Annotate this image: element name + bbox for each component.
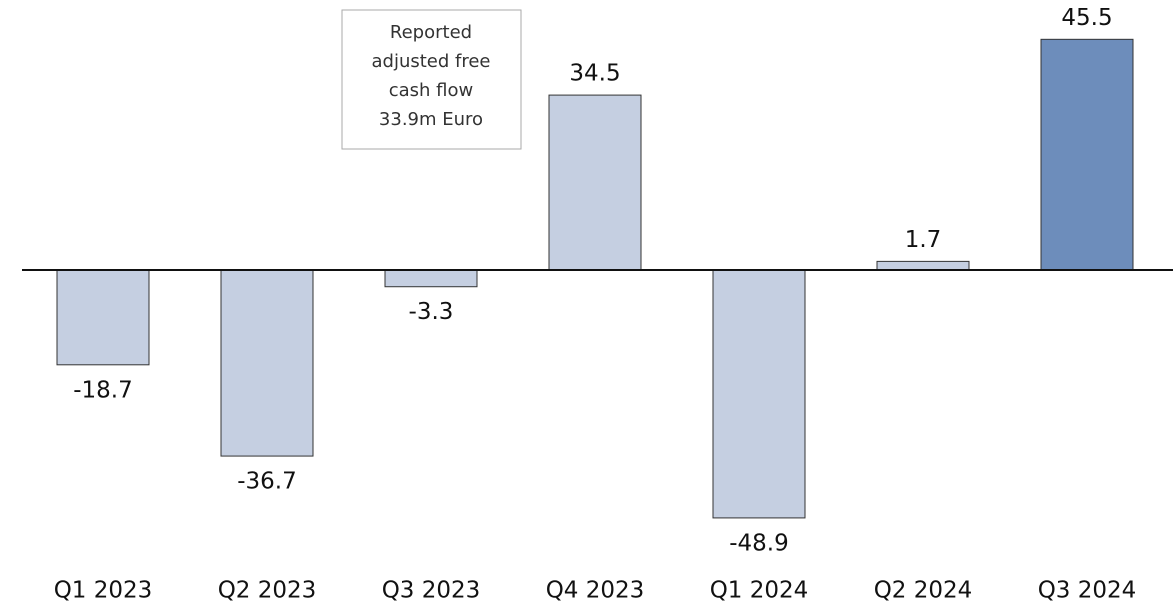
value-label: -48.9 (729, 530, 789, 556)
bar (876, 260, 970, 271)
x-tick-label: Q1 2024 (710, 578, 809, 604)
x-tick-label: Q2 2024 (874, 578, 973, 604)
x-tick-label: Q1 2023 (54, 578, 153, 604)
bar (220, 269, 314, 457)
bar (548, 94, 642, 271)
value-label: 34.5 (569, 61, 620, 87)
x-tick-label: Q4 2023 (546, 578, 645, 604)
bar (56, 269, 150, 366)
x-tick-label: Q2 2023 (218, 578, 317, 604)
value-label: -18.7 (73, 377, 133, 403)
value-label: -3.3 (409, 299, 454, 325)
bar (712, 269, 806, 519)
annotation-line: adjusted free (371, 51, 490, 72)
value-label: 1.7 (905, 227, 942, 253)
x-tick-label: Q3 2023 (382, 578, 481, 604)
annotation-line: cash flow (389, 80, 474, 101)
x-tick-label: Q3 2024 (1038, 578, 1137, 604)
annotation-box (341, 9, 522, 150)
annotation-line: Reported (390, 22, 472, 43)
value-label: 45.5 (1061, 5, 1112, 31)
annotation-line: 33.9m Euro (379, 109, 483, 130)
bar (1040, 38, 1134, 271)
bar (384, 269, 478, 288)
value-label: -36.7 (237, 469, 297, 495)
